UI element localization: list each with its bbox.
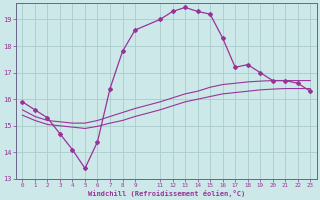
X-axis label: Windchill (Refroidissement éolien,°C): Windchill (Refroidissement éolien,°C) bbox=[88, 190, 245, 197]
